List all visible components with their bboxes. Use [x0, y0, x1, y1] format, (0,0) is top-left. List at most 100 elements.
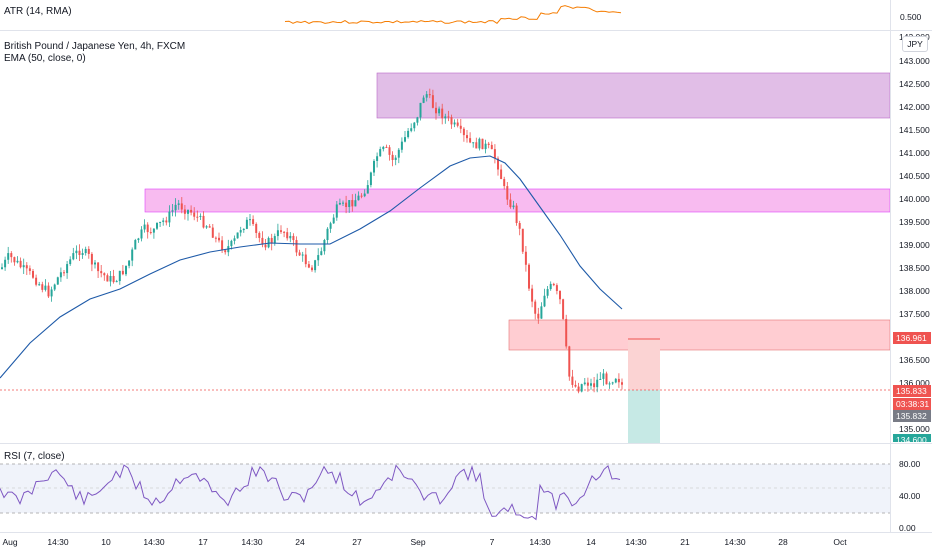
candle-body [565, 318, 568, 347]
candle-body [78, 250, 81, 255]
candle-body [183, 209, 186, 214]
price-tick-label: 137.500 [899, 309, 930, 319]
candle-body [332, 217, 335, 224]
candle-body [320, 251, 323, 256]
candle-body [90, 253, 93, 265]
candle-body [280, 230, 282, 232]
symbol-title[interactable]: British Pound / Japanese Yen, 4h, FXCM [4, 41, 186, 52]
candle-body [500, 169, 503, 180]
demand-zone [508, 319, 890, 351]
time-tick-label: Oct [833, 537, 847, 547]
candle-body [258, 232, 261, 238]
rsi-series [0, 464, 621, 521]
candle-body [528, 264, 530, 289]
candle-body [596, 379, 599, 388]
candle-body [475, 142, 478, 149]
short-target-area [628, 390, 660, 443]
candle-body [125, 265, 127, 275]
candle-body [311, 267, 313, 271]
candle-body [190, 209, 193, 213]
candle-body [245, 219, 248, 229]
candle-body [608, 383, 611, 385]
candle-body [351, 200, 354, 207]
candle-body [224, 250, 227, 253]
candle-body [41, 284, 44, 290]
candle-body [56, 277, 59, 285]
candle-body [103, 273, 106, 276]
candle-body [419, 102, 422, 118]
candle-body [509, 199, 512, 208]
candle-body [590, 383, 592, 386]
candle-body [242, 228, 245, 231]
time-tick-label: 14:30 [724, 537, 746, 547]
atr-pane: ATR (14, RMA) [0, 0, 890, 30]
candle-body [611, 382, 614, 384]
candle-body [13, 257, 16, 263]
candle-body [199, 215, 202, 217]
candle-body [614, 378, 617, 383]
candle-body [444, 116, 447, 119]
time-tick-label: 10 [101, 537, 111, 547]
candle-body [168, 211, 171, 223]
candle-body [1, 267, 3, 269]
currency-button[interactable]: JPY [902, 36, 928, 52]
candle-body [112, 275, 115, 283]
time-tick-label: 27 [352, 537, 362, 547]
candle-body [273, 236, 276, 244]
candle-body [19, 260, 22, 268]
candle-body [602, 373, 605, 379]
atr-value: 0.500 [900, 12, 922, 22]
candle-body [218, 237, 220, 241]
candle-body [32, 270, 34, 278]
atr-label: ATR (14, RMA) [4, 6, 72, 17]
candle-body [459, 125, 462, 129]
candle-body [605, 373, 608, 385]
candle-body [264, 244, 267, 248]
candle-body [106, 275, 109, 282]
candle-body [317, 255, 320, 261]
price-tick-label: 142.000 [899, 102, 930, 112]
candle-body [47, 285, 50, 297]
price-chart[interactable] [0, 31, 890, 443]
candle-body [345, 202, 348, 208]
price-tick-label: 141.000 [899, 148, 930, 158]
candle-body [286, 232, 289, 239]
candle-body [562, 299, 565, 319]
main-chart-pane[interactable]: British Pound / Japanese Yen, 4h, FXCM E… [0, 31, 890, 443]
candle-body [441, 108, 444, 119]
price-axis[interactable] [890, 31, 932, 443]
candle-body [292, 235, 295, 241]
candle-body [25, 265, 28, 269]
candle-body [44, 285, 47, 290]
candle-body [35, 277, 38, 285]
candle-body [221, 240, 224, 251]
candle-body [493, 149, 496, 159]
rsi-tick-label: 0.00 [899, 523, 916, 533]
rsi-pane: RSI (7, close) [0, 444, 890, 532]
ema-label[interactable]: EMA (50, close, 0) [4, 53, 86, 64]
candle-body [568, 346, 571, 377]
candle-body [599, 378, 602, 380]
candle-body [156, 222, 158, 229]
candle-body [617, 378, 620, 383]
rsi-axis [890, 444, 932, 532]
candle-body [593, 383, 596, 388]
candle-body [503, 179, 506, 187]
price-tag: 135.833 [893, 385, 931, 397]
price-tick-label: 139.500 [899, 217, 930, 227]
candle-body [171, 210, 174, 212]
candle-body [388, 147, 391, 155]
candle-body [487, 143, 490, 145]
candle-body [394, 157, 397, 161]
candle-body [162, 220, 165, 222]
price-tick-label: 138.000 [899, 286, 930, 296]
time-axis[interactable] [0, 533, 932, 550]
candle-body [16, 260, 19, 263]
rsi-chart [0, 463, 890, 521]
candle-body [379, 149, 382, 157]
time-tick-label: 14:30 [625, 537, 647, 547]
candle-body [69, 259, 72, 265]
candle-body [326, 228, 329, 241]
candle-body [549, 283, 552, 290]
candle-body [574, 384, 577, 387]
